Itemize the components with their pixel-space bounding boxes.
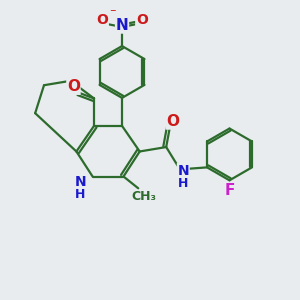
Text: O: O [67, 79, 80, 94]
Text: ⁻: ⁻ [109, 7, 115, 20]
Text: CH₃: CH₃ [132, 190, 157, 203]
Text: O: O [166, 114, 179, 129]
Text: F: F [224, 183, 235, 198]
Text: O: O [136, 13, 148, 27]
Text: N: N [178, 164, 189, 178]
Text: H: H [178, 177, 188, 190]
Text: N: N [116, 18, 128, 33]
Text: N: N [74, 175, 86, 189]
Text: O: O [96, 13, 108, 27]
Text: H: H [75, 188, 86, 201]
